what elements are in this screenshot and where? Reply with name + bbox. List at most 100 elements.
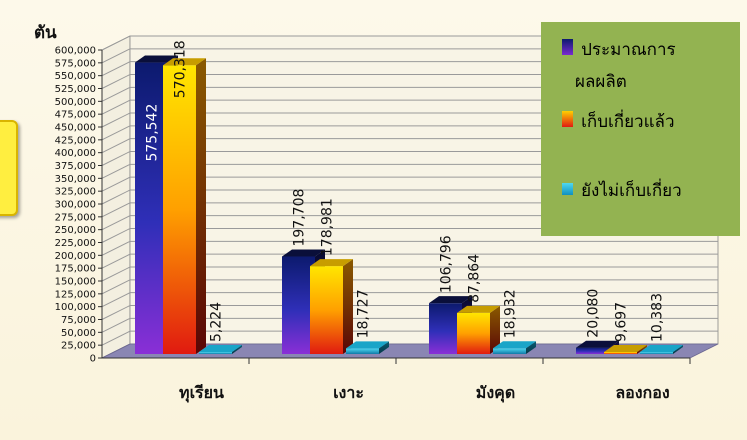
bar-side	[673, 345, 683, 354]
side-callout-box	[0, 120, 18, 216]
y-tick-label: 200,000	[55, 251, 96, 262]
legend-swatch-remaining	[562, 183, 573, 195]
data-label-harvested-0: 570,318	[173, 40, 189, 98]
gridline	[101, 176, 718, 192]
gridline	[101, 305, 718, 320]
bar-side	[232, 345, 242, 354]
gridline	[101, 48, 718, 64]
legend-swatch-harvested	[562, 111, 573, 127]
gridline	[101, 151, 718, 166]
bar-side	[379, 341, 389, 354]
y-tick-label: 475,000	[55, 110, 96, 121]
bar-harvested-3	[604, 345, 647, 354]
bar-front	[604, 352, 637, 354]
legend: ประมาณการ ผลผลิต เก็บเกี่ยวแล้ว ยังไม่เก…	[541, 22, 740, 236]
gridline	[101, 163, 718, 179]
bar-side	[637, 345, 647, 354]
legend-label-harvested: เก็บเกี่ยวแล้ว	[581, 112, 675, 132]
data-label-estimate-3: 20,080	[586, 289, 602, 338]
y-tick-label: 425,000	[55, 135, 96, 146]
bar-side	[526, 341, 536, 354]
data-label-remaining-2: 18,932	[503, 289, 519, 338]
bar-remaining-1	[346, 341, 389, 354]
y-tick-label: 575,000	[55, 58, 96, 69]
y-tick-label: 450,000	[55, 123, 96, 134]
y-tick-label: 150,000	[55, 277, 96, 288]
bar-harvested-1	[310, 259, 353, 354]
y-tick-label: 75,000	[61, 315, 96, 326]
category-label-2: มังคุด	[476, 383, 515, 403]
data-label-harvested-3: 9,697	[614, 302, 630, 342]
bar-side	[343, 259, 353, 354]
bar-top	[282, 249, 325, 257]
gridline	[101, 253, 718, 269]
gridline	[101, 74, 718, 89]
gridline	[101, 202, 718, 218]
gridline	[101, 35, 718, 51]
data-label-remaining-0: 5,224	[209, 302, 225, 342]
bar-front	[346, 348, 379, 354]
bar-top	[604, 345, 647, 352]
category-label-0: ทุเรียน	[179, 383, 224, 403]
legend-item-harvested: เก็บเกี่ยวแล้ว	[562, 108, 675, 135]
data-label-remaining-1: 18,727	[356, 289, 372, 338]
bar-remaining-3	[640, 345, 683, 354]
bar-top	[310, 259, 353, 267]
bar-front	[457, 312, 490, 354]
gridline	[101, 292, 718, 308]
y-tick-label: 0	[90, 354, 96, 365]
bar-remaining-0	[199, 345, 242, 354]
gridline	[101, 215, 718, 231]
x-axis: ทุเรียน เงาะ มังคุด ลองกอง	[102, 357, 691, 403]
y-tick-label: 550,000	[55, 71, 96, 82]
bar-side	[490, 305, 500, 354]
y-tick-label: 325,000	[55, 187, 96, 198]
data-label-estimate-2: 106,796	[439, 235, 455, 293]
bar-top	[346, 341, 389, 349]
bar-top	[493, 341, 536, 349]
y-tick-label: 350,000	[55, 174, 96, 185]
y-axis: 0 25,000 50,000 75,000 100,000 125,000150,000…	[55, 46, 103, 365]
gridline	[101, 99, 718, 115]
gridline	[101, 189, 718, 205]
y-axis-unit-label: ตัน	[34, 23, 57, 43]
y-tick-label: 400,000	[55, 148, 96, 159]
bar-front	[576, 347, 609, 354]
legend-label-remaining: ยังไม่เก็บเกี่ยว	[581, 181, 682, 201]
bar-top	[199, 345, 242, 352]
y-tick-label: 600,000	[55, 46, 96, 57]
bar-top	[163, 58, 206, 66]
bar-harvested-0	[163, 58, 206, 355]
gridline	[101, 138, 718, 154]
gridline	[101, 240, 718, 256]
data-label-estimate-0: 575,542	[145, 104, 161, 162]
bar-front	[310, 266, 343, 354]
legend-label-estimate-line2: ผลผลิต	[575, 72, 627, 92]
bar-top	[457, 305, 500, 313]
gridline	[101, 330, 718, 346]
data-label-harvested-2: 87,864	[467, 254, 483, 303]
bar-top	[576, 340, 619, 348]
y-tick-label: 525,000	[55, 84, 96, 95]
bar-front	[163, 65, 196, 355]
y-tick-label: 25,000	[61, 341, 96, 352]
gridline	[101, 317, 718, 333]
bar-harvested-2	[457, 305, 500, 354]
y-tick-label: 375,000	[55, 161, 96, 172]
bar-front	[135, 62, 168, 354]
y-tick-label: 100,000	[55, 302, 96, 313]
gridline	[101, 86, 718, 102]
bar-top	[640, 345, 683, 352]
bar-top	[429, 296, 472, 304]
y-tick-label: 125,000	[55, 289, 96, 300]
legend-swatch-estimate	[562, 39, 573, 55]
gridline	[101, 61, 718, 77]
y-tick-label: 50,000	[61, 328, 96, 339]
y-tick-label: 225,000	[55, 238, 96, 249]
bar-front	[282, 256, 315, 354]
bars	[135, 55, 683, 355]
category-label-3: ลองกอง	[615, 383, 669, 402]
gridline	[101, 279, 718, 295]
